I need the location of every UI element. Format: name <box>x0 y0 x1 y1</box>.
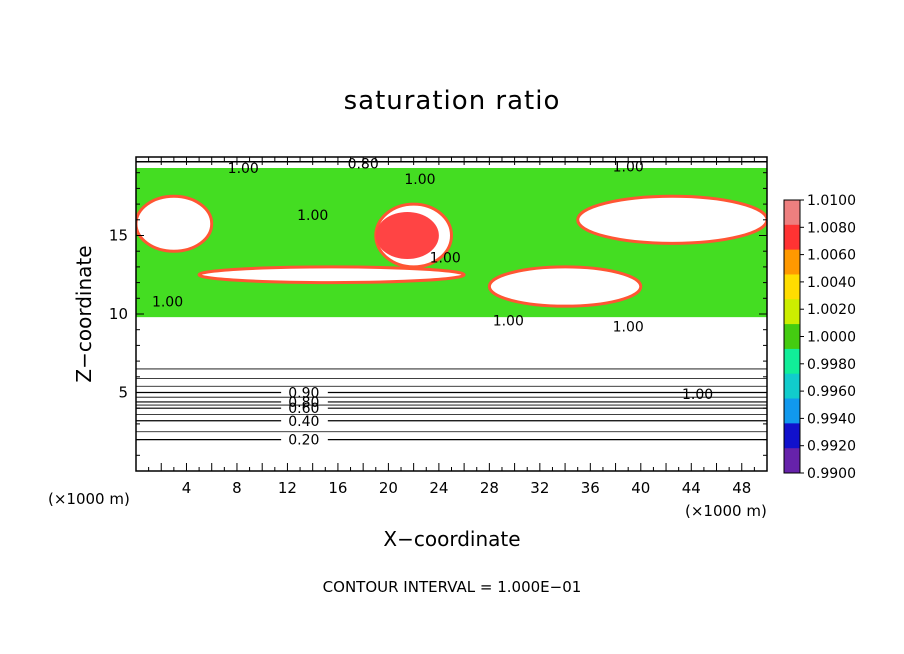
x-axis: 4 8 12 16 20 24 28 32 36 40 44 48 <box>148 157 755 497</box>
colorbar-swatch <box>784 398 800 424</box>
x-tick-label: 12 <box>278 479 297 497</box>
colorbar-label: 1.0060 <box>807 248 856 264</box>
contour-label: 1.00 <box>613 159 644 175</box>
colorbar-swatch <box>784 200 800 226</box>
x-tick-label: 36 <box>581 479 600 497</box>
field-region <box>197 265 466 285</box>
colorbar-swatch <box>784 224 800 251</box>
x-tick-label: 24 <box>429 479 448 497</box>
y-tick-label: 15 <box>109 227 128 245</box>
y-unit-label: (×1000 m) <box>48 490 130 508</box>
colorbar-label: 1.0100 <box>807 193 856 209</box>
contour-label: 1.00 <box>404 172 435 188</box>
colorbar-label: 0.9960 <box>807 384 856 400</box>
field-region <box>136 194 214 253</box>
x-unit-label: (×1000 m) <box>685 502 767 520</box>
colorbar-label: 0.9980 <box>807 357 856 373</box>
y-tick-label: 5 <box>118 384 128 402</box>
contour-label: 0.60 <box>288 401 319 417</box>
contour-label: 1.00 <box>228 161 259 177</box>
contour-label: 0.40 <box>288 414 319 430</box>
field-region <box>375 211 439 260</box>
field-layer <box>136 167 767 318</box>
contour-interval-note: CONTOUR INTERVAL = 1.000E−01 <box>322 578 582 596</box>
contour-label: 1.00 <box>613 320 644 336</box>
colorbar-swatch <box>784 348 800 375</box>
field-region <box>487 265 643 308</box>
x-tick-label: 8 <box>232 479 242 497</box>
colorbar-swatch <box>784 274 800 300</box>
colorbar-label: 0.9900 <box>807 466 856 482</box>
contour-label: 1.00 <box>493 313 524 329</box>
colorbar: 1.0100 1.0080 1.0060 1.0040 1.0020 1.0000 0.99… <box>783 193 856 482</box>
contour-label: 0.90 <box>288 386 319 402</box>
colorbar-label: 1.0000 <box>807 330 856 346</box>
colorbar-swatch <box>784 448 800 474</box>
x-tick-label: 28 <box>480 479 499 497</box>
colorbar-swatch <box>784 423 800 449</box>
colorbar-label: 0.9920 <box>807 439 856 455</box>
contour-layer <box>136 160 767 441</box>
x-tick-label: 44 <box>682 479 701 497</box>
colorbar-swatch <box>784 324 800 350</box>
contour-label: 1.00 <box>430 250 461 266</box>
colorbar-label: 1.0040 <box>807 275 856 291</box>
x-axis-label: X−coordinate <box>383 527 521 551</box>
contour-label: 1.00 <box>682 387 713 403</box>
colorbar-swatch <box>784 249 800 275</box>
colorbar-swatch <box>784 373 800 400</box>
colorbar-swatch <box>784 299 800 325</box>
x-tick-label: 4 <box>182 479 192 497</box>
y-axis: 5 10 15 <box>109 172 767 456</box>
x-tick-label: 16 <box>328 479 347 497</box>
x-tick-label: 48 <box>732 479 751 497</box>
x-tick-label: 32 <box>530 479 549 497</box>
contour-label: 0.80 <box>288 395 319 411</box>
contour-label: 1.00 <box>297 208 328 224</box>
colorbar-label: 1.0080 <box>807 220 856 236</box>
chart-title: saturation ratio <box>343 86 561 116</box>
colorbar-label: 1.0020 <box>807 302 856 318</box>
colorbar-label: 0.9940 <box>807 411 856 427</box>
field-region <box>576 194 767 245</box>
y-tick-label: 10 <box>109 305 128 323</box>
contour-label: 0.20 <box>288 433 319 449</box>
x-tick-label: 20 <box>379 479 398 497</box>
contour-label: 1.00 <box>152 294 183 310</box>
x-tick-label: 40 <box>631 479 650 497</box>
